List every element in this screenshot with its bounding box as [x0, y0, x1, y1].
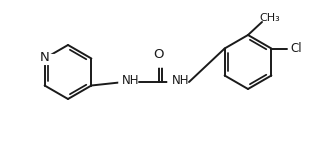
Text: CH₃: CH₃: [259, 13, 280, 23]
Text: NH: NH: [172, 75, 190, 87]
Text: Cl: Cl: [291, 42, 302, 55]
Text: O: O: [154, 48, 164, 60]
Text: N: N: [40, 51, 50, 64]
Text: NH: NH: [122, 75, 140, 87]
